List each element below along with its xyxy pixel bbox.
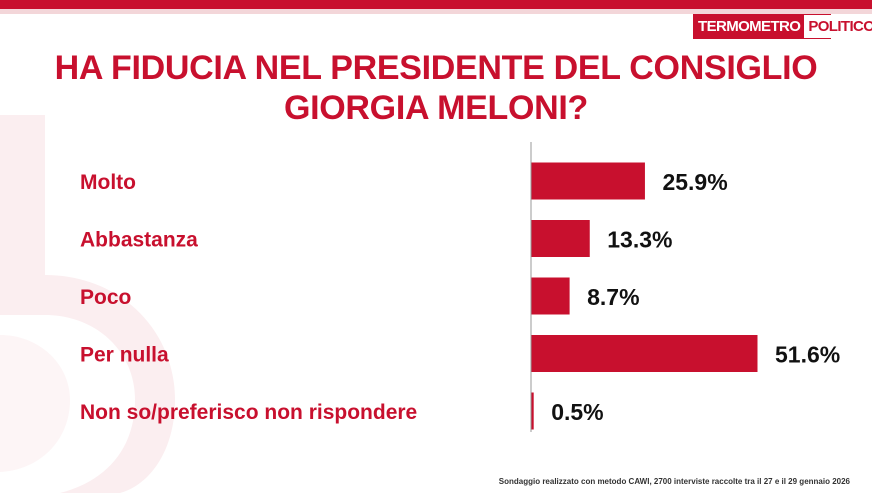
top-accent-bar [0,0,872,9]
category-label: Non so/preferisco non rispondere [80,401,417,424]
category-label: Abbastanza [80,229,198,252]
chart-title-line-2: GIORGIA MELONI? [283,89,588,127]
data-label: 8.7% [587,284,639,310]
data-label: 0.5% [551,399,603,425]
background-watermark [0,115,175,493]
chart-title-line-1: HA FIDUCIA NEL PRESIDENTE DEL CONSIGLIO [54,49,818,87]
chart-title: HA FIDUCIA NEL PRESIDENTE DEL CONSIGLIO … [0,48,872,128]
bar [531,162,645,200]
bar [531,220,590,257]
logo-part-1: TERMOMETRO [694,15,805,38]
category-label: Molto [80,171,136,194]
logo-part-2: POLITICO [804,15,872,38]
bar [531,277,570,315]
bar [531,335,758,372]
bar [531,392,534,430]
data-label: 51.6% [775,342,840,368]
category-label: Poco [80,286,131,309]
survey-footnote: Sondaggio realizzato con metodo CAWI, 27… [498,477,850,486]
data-label: 25.9% [662,169,727,195]
top-accent-bar-shadow [0,9,872,14]
termometro-politico-logo: TERMOMETRO POLITICO [693,14,872,39]
data-label: 13.3% [607,227,672,253]
category-label: Per nulla [80,344,169,367]
